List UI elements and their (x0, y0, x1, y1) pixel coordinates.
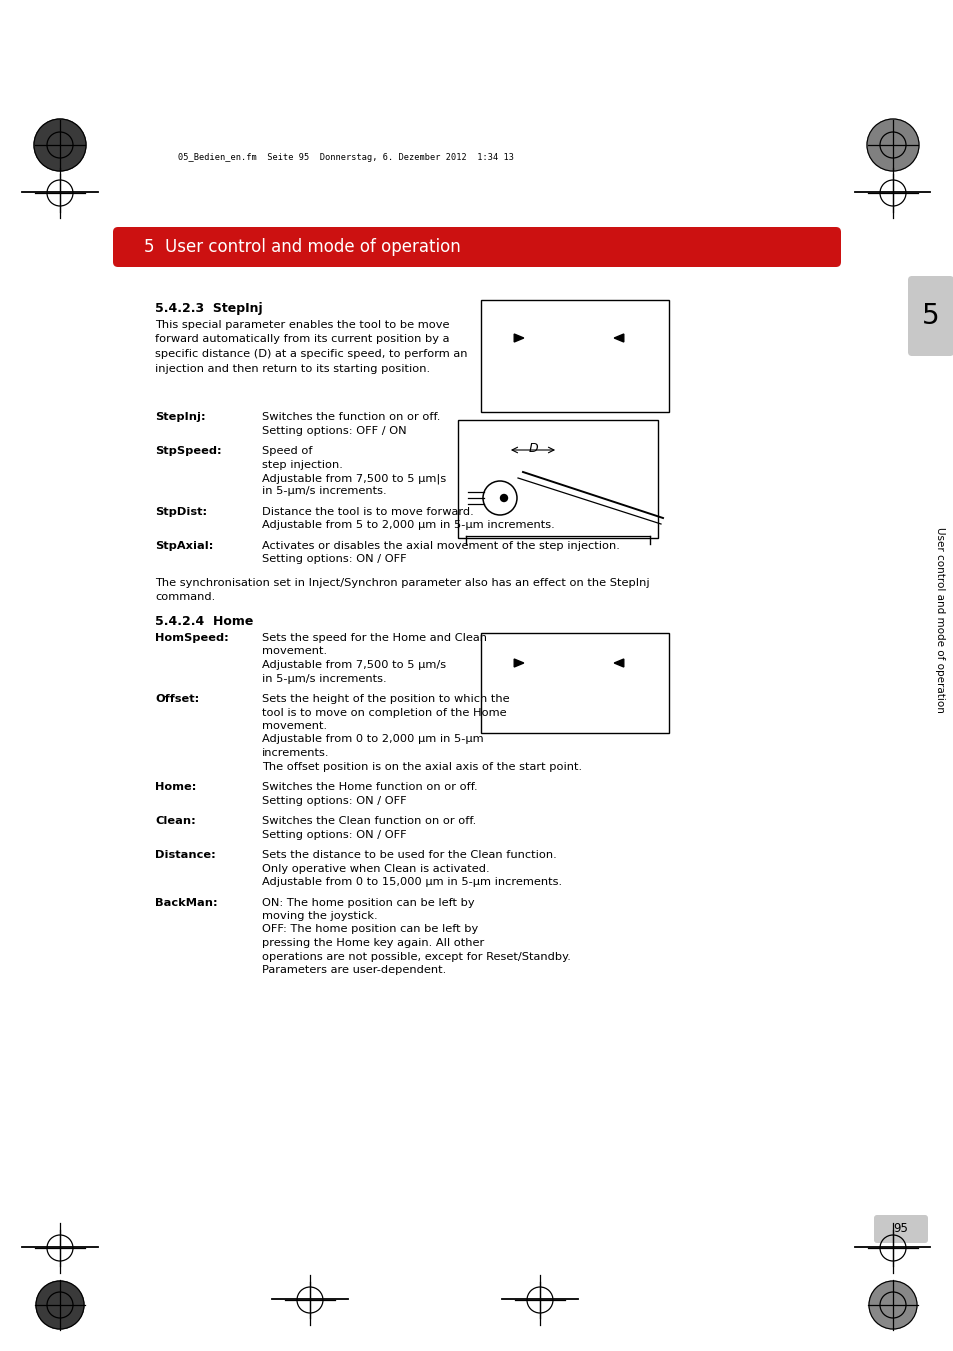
Text: Setting options: OFF / ON: Setting options: OFF / ON (262, 426, 406, 435)
Text: Setting options: ON / OFF: Setting options: ON / OFF (262, 830, 406, 839)
Text: in 5-μm/s increments.: in 5-μm/s increments. (262, 486, 386, 497)
Text: 5.4.2.3  StepInj: 5.4.2.3 StepInj (154, 303, 262, 315)
Text: step injection.: step injection. (262, 459, 342, 470)
Text: User control and mode of operation: User control and mode of operation (934, 527, 944, 713)
Text: injection and then return to its starting position.: injection and then return to its startin… (154, 363, 430, 373)
Text: Sets the height of the position to which the: Sets the height of the position to which… (262, 694, 509, 704)
Text: pressing the Home key again. All other: pressing the Home key again. All other (262, 938, 484, 948)
Text: BackMan:: BackMan: (154, 897, 217, 908)
Circle shape (34, 119, 86, 172)
Text: Distance:: Distance: (154, 850, 215, 861)
Text: Switches the Home function on or off.: Switches the Home function on or off. (262, 782, 477, 792)
Text: Sets the speed for the Home and Clean: Sets the speed for the Home and Clean (262, 634, 486, 643)
Bar (480, 634, 668, 734)
Text: 5  User control and mode of operation: 5 User control and mode of operation (144, 238, 460, 255)
Text: Speed of: Speed of (262, 446, 313, 457)
Text: Only operative when Clean is activated.: Only operative when Clean is activated. (262, 863, 489, 874)
Text: Switches the function on or off.: Switches the function on or off. (262, 412, 440, 422)
Polygon shape (614, 334, 623, 342)
Circle shape (868, 1281, 916, 1329)
Text: Clean:: Clean: (154, 816, 195, 825)
Text: OFF: The home position can be left by: OFF: The home position can be left by (262, 924, 477, 935)
Text: Adjustable from 5 to 2,000 μm in 5-μm increments.: Adjustable from 5 to 2,000 μm in 5-μm in… (262, 520, 554, 531)
Circle shape (500, 494, 507, 501)
Text: movement.: movement. (262, 647, 327, 657)
Text: Adjustable from 7,500 to 5 μm/s: Adjustable from 7,500 to 5 μm/s (262, 661, 446, 670)
Text: ON: The home position can be left by: ON: The home position can be left by (262, 897, 475, 908)
Text: The synchronisation set in Inject/Synchron parameter also has an effect on the S: The synchronisation set in Inject/Synchr… (154, 578, 649, 588)
Polygon shape (514, 334, 523, 342)
Text: forward automatically from its current position by a: forward automatically from its current p… (154, 335, 449, 345)
Text: 05_Bedien_en.fm  Seite 95  Donnerstag, 6. Dezember 2012  1:34 13: 05_Bedien_en.fm Seite 95 Donnerstag, 6. … (178, 154, 514, 162)
Text: StepInj:: StepInj: (154, 412, 206, 422)
Text: increments.: increments. (262, 748, 329, 758)
Text: Parameters are user-dependent.: Parameters are user-dependent. (262, 965, 446, 975)
Text: StpDist:: StpDist: (154, 507, 207, 517)
Text: Activates or disables the axial movement of the step injection.: Activates or disables the axial movement… (262, 540, 619, 551)
Text: This special parameter enables the tool to be move: This special parameter enables the tool … (154, 320, 449, 330)
Text: operations are not possible, except for Reset/Standby.: operations are not possible, except for … (262, 951, 570, 962)
Text: 5: 5 (922, 303, 939, 330)
Text: Setting options: ON / OFF: Setting options: ON / OFF (262, 554, 406, 565)
Text: 95: 95 (893, 1223, 907, 1236)
Polygon shape (614, 659, 623, 667)
Text: moving the joystick.: moving the joystick. (262, 911, 377, 921)
Text: Adjustable from 0 to 15,000 μm in 5-μm increments.: Adjustable from 0 to 15,000 μm in 5-μm i… (262, 877, 561, 888)
Text: Offset:: Offset: (154, 694, 199, 704)
FancyBboxPatch shape (873, 1215, 927, 1243)
Text: in 5-μm/s increments.: in 5-μm/s increments. (262, 674, 386, 684)
Text: The offset position is on the axial axis of the start point.: The offset position is on the axial axis… (262, 762, 581, 771)
Text: Sets the distance to be used for the Clean function.: Sets the distance to be used for the Cle… (262, 850, 557, 861)
Text: Setting options: ON / OFF: Setting options: ON / OFF (262, 796, 406, 805)
Text: command.: command. (154, 592, 215, 601)
Text: movement.: movement. (262, 721, 327, 731)
Text: Switches the Clean function on or off.: Switches the Clean function on or off. (262, 816, 476, 825)
Text: tool is to move on completion of the Home: tool is to move on completion of the Hom… (262, 708, 506, 717)
Text: Distance the tool is to move forward.: Distance the tool is to move forward. (262, 507, 474, 517)
Text: HomSpeed:: HomSpeed: (154, 634, 229, 643)
Text: StpAxial:: StpAxial: (154, 540, 213, 551)
Text: Home:: Home: (154, 782, 196, 792)
Polygon shape (514, 659, 523, 667)
Text: StpSpeed:: StpSpeed: (154, 446, 221, 457)
Text: Adjustable from 0 to 2,000 μm in 5-μm: Adjustable from 0 to 2,000 μm in 5-μm (262, 735, 483, 744)
Circle shape (36, 1281, 84, 1329)
Bar (480, 300, 668, 412)
Text: specific distance (D) at a specific speed, to perform an: specific distance (D) at a specific spee… (154, 349, 467, 359)
Text: Adjustable from 7,500 to 5 μm|s: Adjustable from 7,500 to 5 μm|s (262, 473, 446, 484)
Bar (457, 420, 658, 538)
FancyBboxPatch shape (112, 227, 841, 267)
FancyBboxPatch shape (907, 276, 953, 357)
Text: 5.4.2.4  Home: 5.4.2.4 Home (154, 615, 253, 628)
Text: D: D (528, 442, 537, 455)
Circle shape (866, 119, 918, 172)
